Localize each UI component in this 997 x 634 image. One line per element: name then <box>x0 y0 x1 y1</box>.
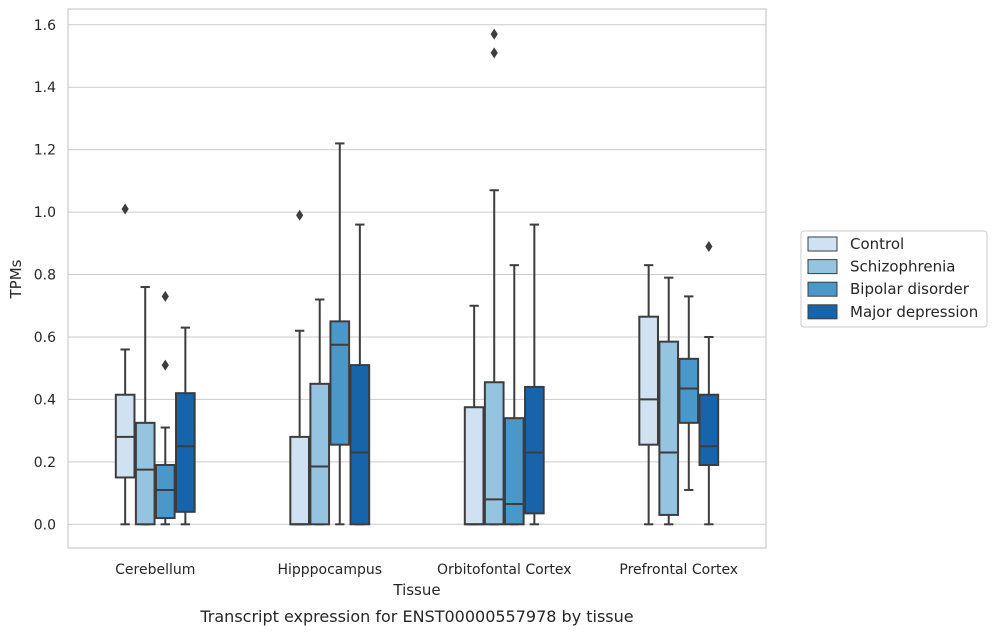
plot-area <box>114 28 720 526</box>
x-tick-label: Hipppocampus <box>277 562 382 578</box>
box-iqr <box>678 357 700 424</box>
outlier-point <box>121 203 129 215</box>
legend-swatch <box>807 281 838 297</box>
box-bipolar-disorder <box>329 142 351 526</box>
x-tick-label: Prefrontal Cortex <box>619 562 738 578</box>
box-iqr <box>329 320 351 446</box>
box-iqr <box>698 393 720 466</box>
x-axis-title: Tissue <box>392 581 440 599</box>
outlier-point <box>161 359 169 371</box>
y-axis-ticks: 0.0 0.2 0.4 0.6 0.8 1.0 1.2 1.4 1.6 <box>34 18 56 534</box>
box-control <box>638 264 659 526</box>
box-iqr <box>524 385 545 515</box>
box-major-depression <box>349 223 371 526</box>
box-iqr <box>134 421 156 526</box>
legend-label: Schizophrenia <box>850 258 955 276</box>
legend-swatch <box>807 259 838 275</box>
y-tick-label: 0.8 <box>34 268 56 284</box>
box-iqr <box>503 417 525 526</box>
x-tick-label: Cerebellum <box>115 562 195 578</box>
outlier-point <box>161 290 169 302</box>
box-bipolar-disorder <box>503 264 525 526</box>
box-iqr <box>154 463 176 520</box>
box-iqr <box>483 381 505 526</box>
x-tick-label: Orbitofontal Cortex <box>437 562 572 578</box>
y-axis-title: TPMs <box>7 259 25 299</box>
box-control <box>463 304 485 526</box>
chart-caption: Transcript expression for ENST0000055797… <box>199 607 633 626</box>
box-major-depression <box>175 326 196 526</box>
y-tick-label: 1.6 <box>34 18 56 34</box>
box-iqr <box>309 382 331 526</box>
box-iqr <box>349 364 371 526</box>
box-bipolar-disorder <box>154 290 176 526</box>
box-iqr <box>658 340 680 516</box>
box-iqr <box>289 435 310 526</box>
legend-swatch <box>807 236 838 252</box>
y-tick-label: 0.2 <box>34 455 56 471</box>
y-tick-label: 1.4 <box>34 80 56 96</box>
box-schizophrenia <box>483 28 505 526</box>
box-major-depression <box>524 223 545 526</box>
y-tick-label: 1.2 <box>34 143 56 159</box>
legend-swatch <box>807 304 838 320</box>
legend-label: Control <box>850 235 904 253</box>
y-tick-label: 1.0 <box>34 205 56 221</box>
plot-frame <box>67 8 767 549</box>
legend-label: Major depression <box>850 303 978 321</box>
box-major-depression <box>698 240 720 526</box>
box-schizophrenia <box>309 298 331 526</box>
box-control <box>114 203 136 526</box>
y-tick-label: 0.6 <box>34 330 56 346</box>
legend-frame <box>800 230 988 328</box>
y-tick-label: 0.0 <box>34 517 56 533</box>
box-schizophrenia <box>658 276 680 526</box>
outlier-point <box>296 209 304 221</box>
x-axis-ticks: Cerebellum Hipppocampus Orbitofontal Corte… <box>115 562 738 578</box>
outlier-point <box>705 240 713 252</box>
box-bipolar-disorder <box>678 295 700 491</box>
box-schizophrenia <box>134 286 156 526</box>
y-tick-label: 0.4 <box>34 392 56 408</box>
box-control <box>289 209 310 526</box>
outlier-point <box>490 28 498 40</box>
legend-label: Bipolar disorder <box>850 280 970 298</box>
outlier-point <box>490 47 498 59</box>
box-iqr <box>463 406 485 526</box>
legend: Control Schizophrenia Bipolar disorder Majo… <box>800 230 988 328</box>
box-iqr <box>175 392 196 513</box>
box-iqr <box>638 315 659 446</box>
